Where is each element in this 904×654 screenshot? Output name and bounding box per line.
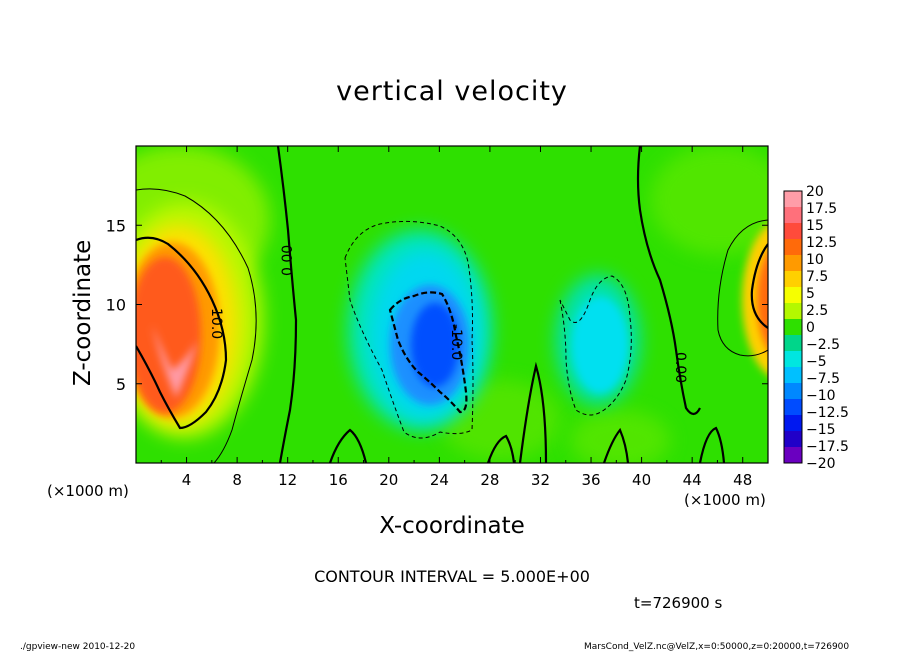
field-patch-weak-up [570,410,670,463]
colorbar-swatch [784,431,802,448]
colorbar-swatch [784,351,802,368]
x-tick-label: 20 [379,471,398,489]
x-axis: 4 8 12 16 20 24 28 32 36 40 44 48 [160,146,752,489]
contour-label-layer: 0.00 10.0 -10.0 0.00 [208,245,688,383]
x-tick-label: 36 [581,471,600,489]
footer-program: ./gpview-new 2010-12-20 [20,642,136,652]
colorbar-swatch [784,287,802,304]
colorbar-label: −10 [806,388,836,404]
x-tick-label: 48 [733,471,752,489]
colorbar-label: −15 [806,422,836,438]
colorbar-label: −12.5 [806,405,849,421]
z-unit-label: (×1000 m) [47,482,129,500]
colorbar-swatch [784,271,802,288]
y-axis-label: Z-coordinate [70,239,96,386]
colorbar-swatch [784,319,802,336]
contour-minus10-center [388,291,468,414]
colorbar-label: −20 [806,456,836,472]
downdraft-center-core [411,303,459,387]
colorbar-label: −17.5 [806,439,849,455]
downdraft-right-cyan [572,297,628,393]
colorbar-swatch [784,335,802,352]
colorbar-label: 2.5 [806,303,828,319]
colorbar-swatch [784,255,802,272]
colorbar-frame [783,190,803,464]
colorbar-label: −2.5 [806,337,840,353]
contour-plus5-right [717,219,768,357]
updraft-left-red [136,257,201,413]
x-axis-label: X-coordinate [379,513,525,539]
field-layer [136,146,768,463]
colorbar-label: 12.5 [806,235,837,251]
colorbar-swatch [784,383,802,400]
x-tick-label: 40 [632,471,651,489]
x-tick-label: 32 [531,471,550,489]
colorbar-swatch [784,223,802,240]
x-unit-label: (×1000 m) [684,491,766,509]
y-tick-label: 5 [116,375,126,394]
time-label: t=726900 s [634,594,723,612]
colorbar-swatch [784,399,802,416]
field-patch-weak-up [650,146,768,255]
colorbar-label: 0 [806,320,815,336]
colorbar-label: −5 [806,354,827,370]
contour-zero-surface [328,361,726,463]
contour-label: 10.0 [208,308,224,339]
colorbar-swatch [784,367,802,384]
y-tick-label: 10 [106,296,126,315]
contour-layer [136,146,768,463]
x-tick-label: 12 [278,471,297,489]
x-tick-label: 24 [430,471,449,489]
contour-minus5-center [344,220,474,439]
colorbar-swatch [784,447,802,464]
colorbar-label: 7.5 [806,269,828,285]
y-tick-label: 15 [106,216,126,235]
contour-label: -10.0 [448,324,464,360]
colorbar-label: 10 [806,252,824,268]
x-tick-label: 16 [329,471,348,489]
footer-source: MarsCond_VelZ.nc@VelZ,x=0:50000,z=0:2000… [584,642,850,652]
contour-plus10-left [136,236,228,430]
colorbar-label: 5 [806,286,815,302]
x-tick-label: 28 [480,471,499,489]
contour-label: 0.00 [672,352,688,383]
contour-plus5-left [136,188,257,463]
colorbar-label: −7.5 [806,371,840,387]
chart-title: vertical velocity [336,76,568,107]
x-tick-label: 4 [182,471,192,489]
colorbar-swatch [784,415,802,432]
contour-label: 0.00 [280,245,296,276]
contour-interval-text: CONTOUR INTERVAL = 5.000E+00 [314,567,590,586]
updraft-left-core [152,325,198,398]
colorbar-label: 17.5 [806,201,837,217]
y-axis: 5 10 15 [106,216,768,394]
x-tick-label: 8 [232,471,242,489]
contour-zero-left [276,146,298,463]
colorbar-swatch [784,207,802,224]
colorbar-swatch [784,239,802,256]
colorbar-swatch [784,191,802,208]
updraft-right-yellow [742,225,768,375]
colorbar: 2017.51512.5107.552.50−2.5−5−7.5−10−12.5… [783,184,849,472]
colorbar-label: 20 [806,184,824,200]
colorbar-label: 15 [806,218,824,234]
contour-plus10-right [750,243,768,329]
contour-minus5-right [559,275,632,416]
contour-zero-right [636,146,701,416]
x-tick-label: 44 [683,471,702,489]
colorbar-swatch [784,303,802,320]
